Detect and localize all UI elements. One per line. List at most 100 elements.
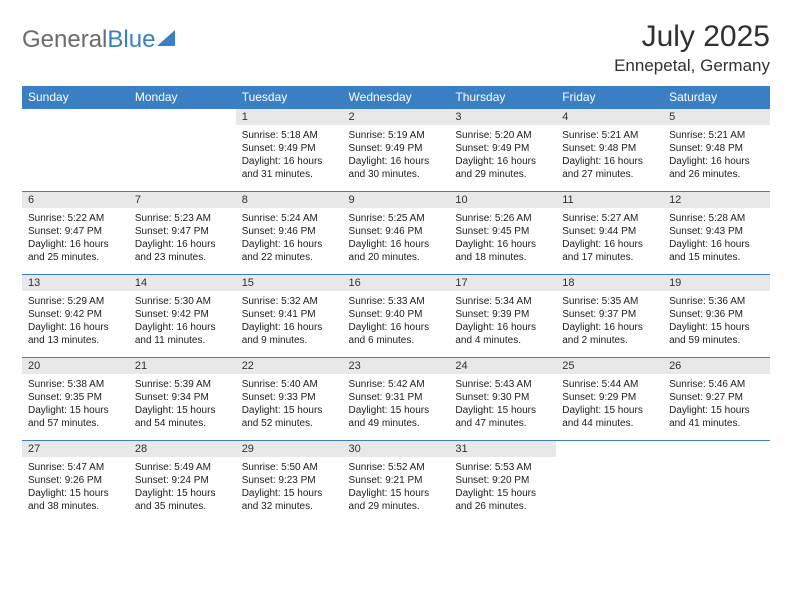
day-ss: Sunset: 9:36 PM: [669, 308, 764, 321]
brand-triangle-icon: [157, 30, 175, 46]
day-d1: Daylight: 15 hours: [242, 404, 337, 417]
day-detail-cell: Sunrise: 5:21 AMSunset: 9:48 PMDaylight:…: [556, 127, 663, 192]
day-number-cell: 30: [343, 441, 450, 459]
day-number: 1: [236, 109, 343, 125]
day-d2: and 23 minutes.: [135, 251, 230, 264]
day-sr: Sunrise: 5:36 AM: [669, 295, 764, 308]
day-detail-cell: Sunrise: 5:30 AMSunset: 9:42 PMDaylight:…: [129, 293, 236, 358]
day-number-cell: 21: [129, 358, 236, 376]
day-number: 16: [343, 275, 450, 291]
day-number-cell: [663, 441, 770, 459]
day-number: 17: [449, 275, 556, 291]
day-number-cell: 4: [556, 109, 663, 127]
day-number: 10: [449, 192, 556, 208]
day-ss: Sunset: 9:41 PM: [242, 308, 337, 321]
day-ss: Sunset: 9:42 PM: [135, 308, 230, 321]
day-d1: Daylight: 16 hours: [135, 238, 230, 251]
day-number-cell: 15: [236, 275, 343, 293]
day-ss: Sunset: 9:49 PM: [349, 142, 444, 155]
day-number: [556, 441, 663, 445]
day-detail-cell: Sunrise: 5:20 AMSunset: 9:49 PMDaylight:…: [449, 127, 556, 192]
calendar-body: 12345Sunrise: 5:18 AMSunset: 9:49 PMDayl…: [22, 109, 770, 524]
day-ss: Sunset: 9:20 PM: [455, 474, 550, 487]
day-sr: Sunrise: 5:20 AM: [455, 129, 550, 142]
day-number-cell: [556, 441, 663, 459]
day-d1: Daylight: 15 hours: [135, 487, 230, 500]
day-sr: Sunrise: 5:27 AM: [562, 212, 657, 225]
day-ss: Sunset: 9:31 PM: [349, 391, 444, 404]
day-ss: Sunset: 9:37 PM: [562, 308, 657, 321]
day-d2: and 4 minutes.: [455, 334, 550, 347]
day-d1: Daylight: 16 hours: [455, 321, 550, 334]
day-ss: Sunset: 9:47 PM: [28, 225, 123, 238]
day-number-cell: 11: [556, 192, 663, 210]
day-sr: Sunrise: 5:47 AM: [28, 461, 123, 474]
calendar-table: Sunday Monday Tuesday Wednesday Thursday…: [22, 86, 770, 524]
day-detail-cell: Sunrise: 5:28 AMSunset: 9:43 PMDaylight:…: [663, 210, 770, 275]
weekday-header-row: Sunday Monday Tuesday Wednesday Thursday…: [22, 86, 770, 109]
col-monday: Monday: [129, 86, 236, 109]
day-number-cell: 9: [343, 192, 450, 210]
day-number-cell: 19: [663, 275, 770, 293]
day-number-cell: 8: [236, 192, 343, 210]
day-d1: Daylight: 16 hours: [669, 155, 764, 168]
day-d1: Daylight: 15 hours: [562, 404, 657, 417]
day-d1: Daylight: 16 hours: [349, 155, 444, 168]
day-ss: Sunset: 9:42 PM: [28, 308, 123, 321]
day-ss: Sunset: 9:33 PM: [242, 391, 337, 404]
day-number: 11: [556, 192, 663, 208]
col-wednesday: Wednesday: [343, 86, 450, 109]
day-d2: and 54 minutes.: [135, 417, 230, 430]
day-detail-cell: Sunrise: 5:49 AMSunset: 9:24 PMDaylight:…: [129, 459, 236, 524]
day-detail-cell: Sunrise: 5:34 AMSunset: 9:39 PMDaylight:…: [449, 293, 556, 358]
day-d2: and 29 minutes.: [349, 500, 444, 513]
day-sr: Sunrise: 5:43 AM: [455, 378, 550, 391]
day-number-cell: 26: [663, 358, 770, 376]
day-number: 12: [663, 192, 770, 208]
day-d2: and 22 minutes.: [242, 251, 337, 264]
day-number: 8: [236, 192, 343, 208]
day-number: 30: [343, 441, 450, 457]
day-number-cell: 23: [343, 358, 450, 376]
day-d2: and 52 minutes.: [242, 417, 337, 430]
day-d2: and 20 minutes.: [349, 251, 444, 264]
day-number-cell: [22, 109, 129, 127]
day-number-cell: 6: [22, 192, 129, 210]
day-number: 26: [663, 358, 770, 374]
day-sr: Sunrise: 5:35 AM: [562, 295, 657, 308]
day-d2: and 32 minutes.: [242, 500, 337, 513]
day-detail-cell: Sunrise: 5:52 AMSunset: 9:21 PMDaylight:…: [343, 459, 450, 524]
col-tuesday: Tuesday: [236, 86, 343, 109]
day-sr: Sunrise: 5:34 AM: [455, 295, 550, 308]
day-detail-cell: Sunrise: 5:44 AMSunset: 9:29 PMDaylight:…: [556, 376, 663, 441]
day-d1: Daylight: 16 hours: [242, 155, 337, 168]
day-d2: and 29 minutes.: [455, 168, 550, 181]
day-d1: Daylight: 15 hours: [28, 487, 123, 500]
day-number-cell: 22: [236, 358, 343, 376]
day-number-cell: 12: [663, 192, 770, 210]
day-sr: Sunrise: 5:44 AM: [562, 378, 657, 391]
day-d2: and 15 minutes.: [669, 251, 764, 264]
col-thursday: Thursday: [449, 86, 556, 109]
day-sr: Sunrise: 5:23 AM: [135, 212, 230, 225]
day-d2: and 49 minutes.: [349, 417, 444, 430]
day-number-cell: [129, 109, 236, 127]
day-d1: Daylight: 15 hours: [135, 404, 230, 417]
brand-part2: Blue: [107, 26, 155, 53]
day-d2: and 18 minutes.: [455, 251, 550, 264]
day-d1: Daylight: 16 hours: [349, 238, 444, 251]
day-number-cell: 5: [663, 109, 770, 127]
day-number-cell: 24: [449, 358, 556, 376]
day-detail-cell: Sunrise: 5:23 AMSunset: 9:47 PMDaylight:…: [129, 210, 236, 275]
day-detail-cell: Sunrise: 5:38 AMSunset: 9:35 PMDaylight:…: [22, 376, 129, 441]
day-d1: Daylight: 16 hours: [455, 155, 550, 168]
day-ss: Sunset: 9:39 PM: [455, 308, 550, 321]
day-ss: Sunset: 9:21 PM: [349, 474, 444, 487]
detail-row: Sunrise: 5:22 AMSunset: 9:47 PMDaylight:…: [22, 210, 770, 275]
day-number-cell: 2: [343, 109, 450, 127]
day-sr: Sunrise: 5:30 AM: [135, 295, 230, 308]
day-sr: Sunrise: 5:50 AM: [242, 461, 337, 474]
brand-logo: GeneralBlue: [22, 26, 175, 54]
day-ss: Sunset: 9:44 PM: [562, 225, 657, 238]
day-d2: and 27 minutes.: [562, 168, 657, 181]
